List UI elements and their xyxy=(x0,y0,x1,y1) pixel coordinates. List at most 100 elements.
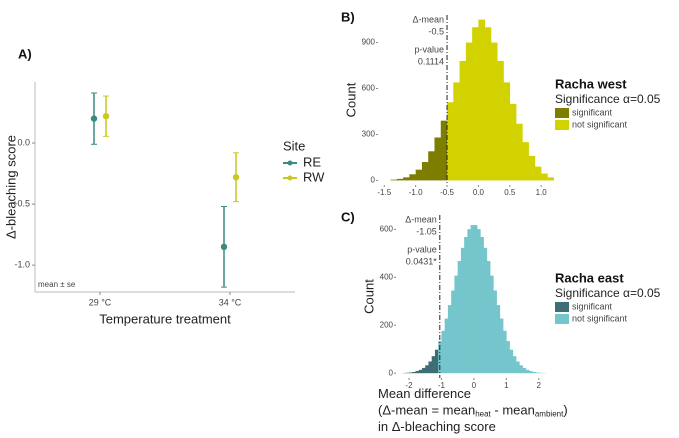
histogram-bar xyxy=(454,275,458,374)
legend-swatch xyxy=(555,108,569,118)
x-axis-label: in Δ-bleaching score xyxy=(378,419,496,434)
y-tick-label: 0.0 xyxy=(17,137,30,147)
histogram-bar xyxy=(512,356,517,374)
x-tick-label: -0.5 xyxy=(440,188,454,197)
y-tick-label: 0 xyxy=(371,176,376,185)
x-axis-label: Mean difference xyxy=(378,386,471,401)
histogram-bar xyxy=(478,19,485,181)
legend-label: not significant xyxy=(572,119,628,129)
histogram-bar xyxy=(465,42,473,181)
legend-point xyxy=(287,160,293,166)
histogram-bar xyxy=(472,27,479,181)
annotation: mean ± se xyxy=(38,280,76,289)
histogram-bar xyxy=(451,290,455,374)
point xyxy=(102,112,110,120)
legend-label: not significant xyxy=(572,313,628,323)
histogram-bar xyxy=(484,27,492,181)
y-axis-label: Δ-bleaching score xyxy=(3,135,18,239)
histogram-bar xyxy=(421,162,429,181)
histogram-bar xyxy=(477,229,481,374)
histogram-bar xyxy=(483,247,488,374)
y-tick-label: 600 xyxy=(380,224,394,233)
histogram-bar xyxy=(467,229,471,374)
y-tick-label: 300 xyxy=(362,130,376,139)
y-tick-label: -1.0 xyxy=(14,260,30,270)
histogram-bar xyxy=(499,318,504,374)
x-axis-label-part: in Δ-bleaching score xyxy=(378,419,496,434)
annotation: 0.0431* xyxy=(406,256,438,266)
x-tick-label: 0.5 xyxy=(504,188,516,197)
legend-title: Site xyxy=(283,138,305,153)
histogram-bar xyxy=(409,174,416,181)
legend-point xyxy=(287,175,293,181)
x-axis-label: Temperature treatment xyxy=(99,311,231,326)
histogram-bar xyxy=(447,102,454,181)
y-tick-label: 0 xyxy=(389,368,394,377)
legend-title: Racha west xyxy=(555,76,627,91)
histogram-bar xyxy=(490,275,494,374)
histogram-bar xyxy=(434,137,442,181)
histogram-bar xyxy=(403,177,410,181)
histogram-bar xyxy=(486,261,491,374)
legend-title: Racha east xyxy=(555,270,624,285)
x-axis-label-part: ) xyxy=(563,403,567,418)
y-tick-label: 400 xyxy=(380,272,394,281)
histogram-bar xyxy=(503,82,511,181)
histogram-bar xyxy=(525,369,530,374)
histogram-bar xyxy=(470,225,475,374)
y-axis-label: Count xyxy=(361,279,376,314)
point xyxy=(220,243,228,251)
histogram-bar xyxy=(444,318,449,374)
x-tick-label: -1 xyxy=(438,381,446,390)
legend-subtitle: Significance α=0.05 xyxy=(555,92,661,106)
histogram-bar xyxy=(522,367,527,374)
y-tick-label: 900 xyxy=(362,38,376,47)
x-tick-label: 34 °C xyxy=(219,297,242,307)
x-tick-label: -1.5 xyxy=(377,188,391,197)
histogram-bar xyxy=(421,367,426,374)
histogram-bar xyxy=(516,361,520,374)
x-axis-label: (Δ-mean = meanheat - meanambient) xyxy=(378,403,568,419)
x-axis-label-subscript: heat xyxy=(475,410,491,419)
histogram-bar xyxy=(464,237,468,374)
histogram-bar xyxy=(509,103,517,181)
panel-label: B) xyxy=(341,9,355,24)
legend-swatch xyxy=(555,120,569,130)
x-tick-label: -1.0 xyxy=(409,188,423,197)
histogram-bar xyxy=(547,177,555,181)
legend-swatch xyxy=(555,302,569,312)
x-axis-label-part: (Δ-mean = mean xyxy=(378,403,475,418)
legend-label: significant xyxy=(572,301,613,311)
point xyxy=(232,174,240,181)
histogram-bar xyxy=(460,247,465,374)
histogram-bar xyxy=(428,151,435,181)
annotation: Δ-mean xyxy=(405,214,437,224)
y-tick-label: 600 xyxy=(362,84,376,93)
x-tick-label: -2 xyxy=(405,381,413,390)
legend-subtitle: Significance α=0.05 xyxy=(555,286,661,300)
histogram-bar xyxy=(529,371,533,374)
annotation: -1.05 xyxy=(416,226,437,236)
histogram-bar xyxy=(412,372,416,374)
histogram-bar xyxy=(541,173,548,181)
annotation: 0.1114 xyxy=(418,56,444,66)
histogram-bar xyxy=(440,120,448,181)
annotation: p-value xyxy=(407,244,437,254)
histogram-bar xyxy=(496,305,501,374)
histogram-bar xyxy=(528,155,536,181)
histogram-bar xyxy=(506,341,510,374)
histogram-bar xyxy=(415,169,423,181)
histogram-bar xyxy=(396,178,404,181)
histogram-bar xyxy=(418,369,423,374)
panel-label: A) xyxy=(18,46,32,61)
y-tick-label: 200 xyxy=(380,320,394,329)
y-tick-label: -0.5 xyxy=(14,198,30,208)
histogram-bar xyxy=(532,372,536,374)
histogram-bar xyxy=(441,330,445,374)
histogram-bar xyxy=(516,123,523,181)
annotation: -0.5 xyxy=(429,26,445,36)
histogram-bar xyxy=(425,365,429,374)
legend-label: RW xyxy=(303,169,325,184)
x-axis-label-part: - mean xyxy=(491,403,535,418)
x-tick-label: 1.0 xyxy=(536,188,548,197)
